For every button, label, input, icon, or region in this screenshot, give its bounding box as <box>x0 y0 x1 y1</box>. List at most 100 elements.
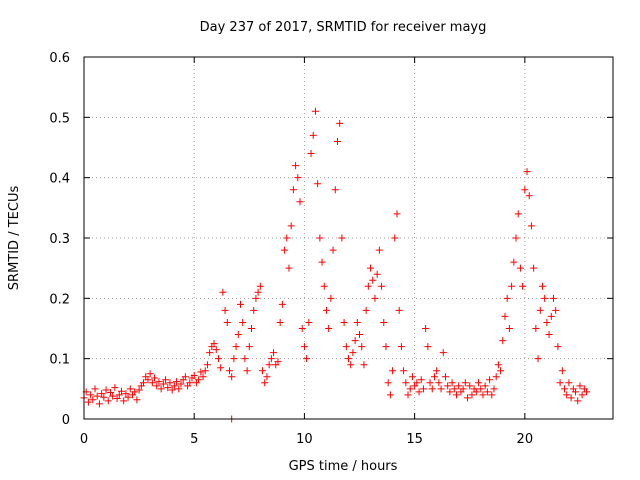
data-point <box>525 192 533 200</box>
data-point <box>329 246 337 254</box>
data-point <box>435 379 443 387</box>
y-tick-label: 0.1 <box>49 353 70 368</box>
data-point <box>583 388 591 396</box>
data-point <box>261 379 269 387</box>
data-point <box>278 300 286 308</box>
data-point <box>402 379 410 387</box>
data-point <box>475 379 483 387</box>
data-point <box>241 355 249 363</box>
data-point <box>453 391 461 399</box>
data-point <box>483 388 491 396</box>
data-point <box>545 331 553 339</box>
data-point <box>424 343 432 351</box>
data-point <box>558 367 566 375</box>
data-point <box>428 385 436 393</box>
data-point <box>362 306 370 314</box>
data-point <box>503 294 511 302</box>
data-point <box>140 379 148 387</box>
data-point <box>358 343 366 351</box>
data-point <box>422 325 430 332</box>
data-point <box>327 294 335 302</box>
data-point <box>439 349 447 357</box>
data-point <box>109 392 117 400</box>
data-point <box>505 325 513 332</box>
data-point <box>155 378 163 386</box>
data-point <box>214 355 222 363</box>
data-point <box>98 390 106 398</box>
data-point <box>444 382 452 390</box>
data-point <box>276 318 284 326</box>
data-point <box>102 386 110 394</box>
data-point <box>565 379 573 387</box>
data-point <box>162 376 170 384</box>
data-point <box>181 373 189 381</box>
data-point <box>243 367 251 375</box>
y-tick-label: 0.5 <box>49 111 70 126</box>
data-point <box>380 318 388 326</box>
data-point <box>347 361 355 369</box>
data-point <box>391 234 399 242</box>
data-point <box>430 373 438 381</box>
data-point <box>336 119 344 127</box>
data-point <box>159 380 167 388</box>
data-point <box>461 379 469 387</box>
data-point <box>84 398 92 406</box>
data-point <box>464 394 472 402</box>
data-point <box>274 358 282 366</box>
data-point <box>499 337 507 345</box>
x-tick-label: 5 <box>190 432 198 447</box>
data-point <box>397 343 405 351</box>
data-point <box>166 379 174 387</box>
y-tick-label: 0 <box>62 413 70 428</box>
data-point <box>144 376 152 384</box>
data-point <box>331 186 339 194</box>
data-point <box>472 388 480 396</box>
data-point <box>530 264 538 272</box>
data-point <box>437 385 445 393</box>
data-point <box>446 388 454 396</box>
data-point <box>340 318 348 326</box>
data-point <box>556 379 564 387</box>
chart-title: Day 237 of 2017, SRMTID for receiver may… <box>200 20 487 35</box>
data-point <box>448 379 456 387</box>
data-points <box>80 107 591 423</box>
data-point <box>133 396 141 404</box>
data-point <box>497 367 505 375</box>
data-point <box>175 385 183 393</box>
data-point <box>413 379 421 387</box>
data-point <box>120 397 128 405</box>
data-point <box>173 378 181 386</box>
data-point <box>516 264 524 272</box>
data-point <box>221 306 229 314</box>
data-point <box>148 379 156 387</box>
data-point <box>514 210 522 218</box>
data-point <box>408 373 416 381</box>
data-point <box>283 234 291 242</box>
data-point <box>369 276 377 284</box>
data-point <box>534 355 542 363</box>
data-point <box>259 367 267 375</box>
data-point <box>164 384 172 392</box>
data-point <box>115 391 123 399</box>
data-point <box>265 361 273 369</box>
data-point <box>309 131 317 139</box>
data-point <box>338 234 346 242</box>
data-point <box>378 282 386 290</box>
data-point <box>117 387 125 395</box>
data-point <box>93 392 101 400</box>
data-point <box>360 361 368 369</box>
x-tick-label: 10 <box>296 432 313 447</box>
data-point <box>450 385 458 393</box>
data-point <box>415 388 423 396</box>
data-point <box>477 385 485 393</box>
y-axis-label: SRMTID / TECUs <box>7 186 22 291</box>
data-point <box>404 391 412 399</box>
data-point <box>486 376 494 384</box>
data-point <box>481 382 489 390</box>
data-point <box>190 372 198 380</box>
x-axis-label: GPS time / hours <box>289 459 398 474</box>
data-point <box>195 376 203 384</box>
data-point <box>367 264 375 272</box>
data-point <box>521 186 529 194</box>
data-point <box>325 325 333 332</box>
